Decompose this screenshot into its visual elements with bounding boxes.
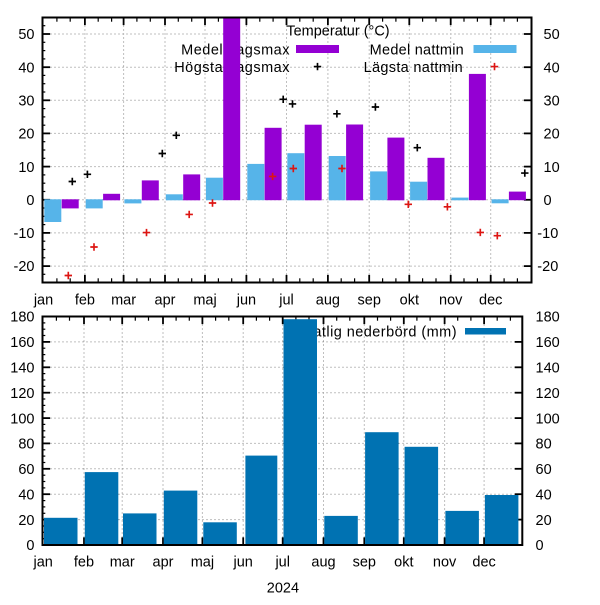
- svg-text:jan: jan: [33, 293, 53, 309]
- svg-text:sep: sep: [358, 293, 381, 309]
- svg-text:nov: nov: [433, 555, 457, 571]
- svg-text:maj: maj: [193, 293, 216, 309]
- svg-text:160: 160: [536, 335, 560, 351]
- svg-text:180: 180: [536, 310, 560, 326]
- svg-text:2024: 2024: [267, 580, 299, 596]
- svg-text:20: 20: [18, 127, 34, 143]
- svg-text:apr: apr: [153, 555, 174, 571]
- svg-text:0: 0: [544, 193, 552, 209]
- svg-text:180: 180: [10, 310, 34, 326]
- svg-text:100: 100: [536, 411, 560, 427]
- svg-text:maj: maj: [191, 555, 214, 571]
- svg-text:okt: okt: [400, 293, 419, 309]
- svg-text:40: 40: [18, 487, 34, 503]
- svg-text:30: 30: [544, 94, 560, 110]
- svg-text:jul: jul: [278, 293, 294, 309]
- svg-text:60: 60: [18, 462, 34, 478]
- svg-text:Lägsta nattmin: Lägsta nattmin: [364, 60, 463, 76]
- svg-text:50: 50: [18, 27, 34, 43]
- svg-text:20: 20: [544, 127, 560, 143]
- svg-text:20: 20: [18, 513, 34, 529]
- svg-text:-20: -20: [14, 259, 35, 275]
- svg-text:120: 120: [10, 386, 34, 402]
- svg-text:apr: apr: [155, 293, 176, 309]
- svg-text:0: 0: [536, 538, 544, 554]
- svg-text:0: 0: [26, 193, 34, 209]
- svg-text:mar: mar: [110, 555, 135, 571]
- svg-text:60: 60: [536, 462, 552, 478]
- svg-text:Medel nattmin: Medel nattmin: [370, 43, 464, 59]
- svg-text:50: 50: [544, 27, 560, 43]
- svg-text:feb: feb: [74, 555, 94, 571]
- svg-text:120: 120: [536, 386, 560, 402]
- svg-text:Temperatur (°C): Temperatur (°C): [286, 23, 389, 39]
- svg-text:100: 100: [10, 411, 34, 427]
- svg-text:10: 10: [18, 160, 34, 176]
- svg-text:aug: aug: [316, 293, 340, 309]
- svg-text:aug: aug: [311, 555, 335, 571]
- svg-text:feb: feb: [75, 293, 95, 309]
- svg-text:10: 10: [544, 160, 560, 176]
- svg-text:-20: -20: [537, 259, 558, 275]
- svg-text:30: 30: [18, 94, 34, 110]
- svg-text:jan: jan: [33, 555, 53, 571]
- svg-text:nov: nov: [439, 293, 463, 309]
- svg-text:mar: mar: [111, 293, 136, 309]
- svg-text:80: 80: [536, 437, 552, 453]
- svg-text:40: 40: [544, 60, 560, 76]
- svg-text:40: 40: [536, 487, 552, 503]
- svg-text:jun: jun: [236, 293, 256, 309]
- svg-text:80: 80: [18, 437, 34, 453]
- svg-text:-10: -10: [537, 226, 558, 242]
- svg-text:sep: sep: [353, 555, 376, 571]
- svg-text:0: 0: [26, 538, 34, 554]
- svg-text:dec: dec: [479, 293, 502, 309]
- svg-text:140: 140: [536, 361, 560, 377]
- svg-text:140: 140: [10, 361, 34, 377]
- svg-text:Månatlig nederbörd (mm): Månatlig nederbörd (mm): [284, 325, 457, 341]
- svg-text:-10: -10: [14, 226, 35, 242]
- svg-text:40: 40: [18, 60, 34, 76]
- svg-text:dec: dec: [472, 555, 495, 571]
- svg-text:okt: okt: [394, 555, 413, 571]
- svg-text:jul: jul: [274, 555, 290, 571]
- svg-text:jun: jun: [233, 555, 253, 571]
- svg-text:20: 20: [536, 513, 552, 529]
- svg-text:160: 160: [10, 335, 34, 351]
